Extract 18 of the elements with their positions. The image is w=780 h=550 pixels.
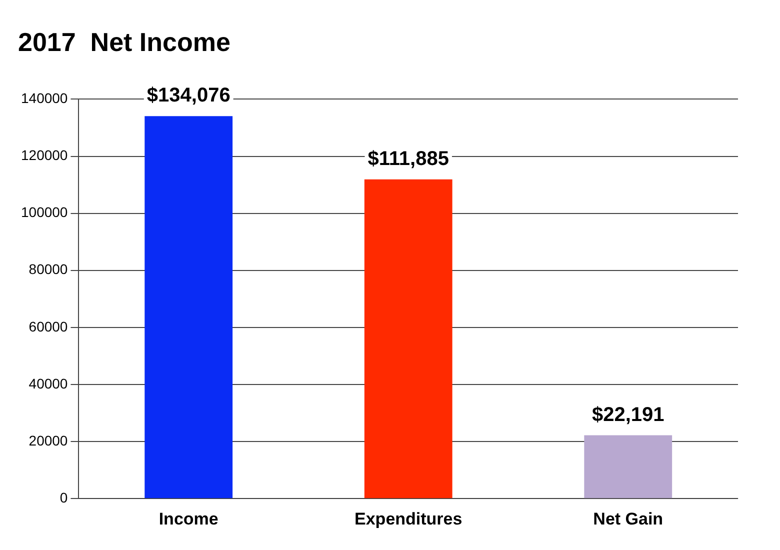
- y-tick-label: 100000: [21, 204, 68, 220]
- bar: [144, 116, 233, 498]
- y-tick-label: 120000: [21, 147, 68, 164]
- chart-title: 2017 Net Income: [18, 26, 230, 57]
- y-tick-label: 40000: [28, 375, 68, 392]
- data-label: $111,885: [368, 148, 449, 170]
- data-label: $22,191: [592, 404, 664, 426]
- x-tick-label: Net Gain: [593, 509, 664, 528]
- bar: [364, 179, 452, 498]
- bar: [584, 435, 672, 498]
- data-label: $134,076: [146, 84, 230, 107]
- y-tick-label: 20000: [28, 432, 68, 448]
- y-tick-label: 0: [60, 489, 68, 506]
- y-tick-label: 80000: [28, 261, 68, 278]
- x-tick-label: Expenditures: [354, 509, 462, 528]
- y-tick-label: 140000: [21, 90, 68, 106]
- x-tick-label: Income: [158, 509, 218, 528]
- y-tick-label: 60000: [28, 318, 68, 334]
